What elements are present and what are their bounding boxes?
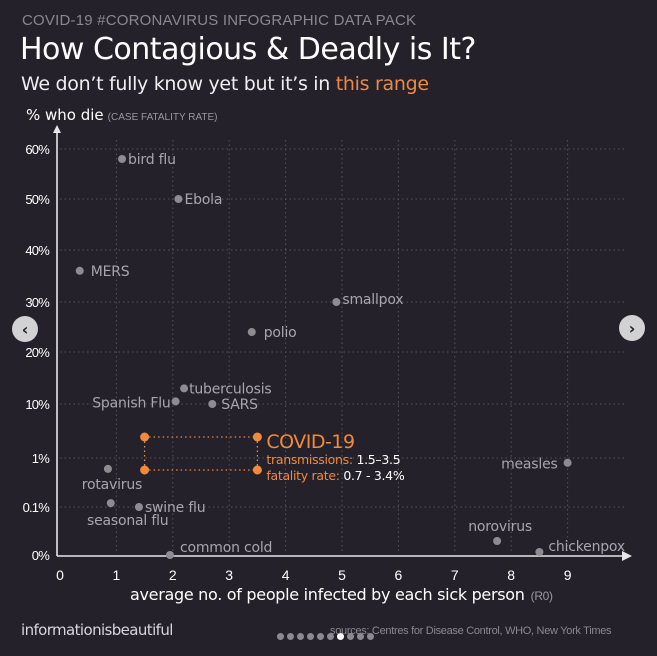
y-tick-label: 40% [25,243,50,258]
subtitle: We don’t fully know yet but it’s in this… [21,73,429,95]
carousel-dot[interactable] [307,633,314,640]
x-tick-label: 1 [113,567,121,583]
data-point-label: swine flu [145,500,205,516]
chevron-left-icon: ‹ [21,319,29,339]
axes [53,125,632,561]
data-point [106,499,115,508]
carousel-dot[interactable] [327,633,334,640]
data-point [247,328,256,336]
y-tick-label: 0.1% [23,500,51,515]
carousel-prev-button[interactable]: ‹ [12,316,38,342]
data-point [208,400,217,408]
x-tick-label: 5 [338,567,346,583]
carousel-indicator [277,633,374,640]
data-point-label: common cold [180,540,272,556]
y-tick-label: 30% [25,295,50,310]
x-axis-arrow-icon [622,551,632,561]
y-tick-label: 60% [25,142,50,157]
kicker-text: COVID-19 #CORONAVIRUS INFOGRAPHIC DATA P… [22,12,417,29]
covid-fatality: fatality rate: 0.7 - 3.4% [266,468,404,483]
carousel-next-button[interactable]: › [619,315,645,341]
chevron-right-icon: › [628,318,636,338]
carousel-dot[interactable] [317,633,324,640]
data-point-label: measles [501,457,558,473]
data-point [174,195,183,203]
page-title: How Contagious & Deadly is It? [20,32,476,67]
x-tick-label: 9 [564,567,572,583]
data-point [165,551,174,559]
data-point [118,155,127,163]
carousel-dot[interactable] [347,633,354,640]
x-axis-title-sub: (R0) [530,589,553,603]
y-tick-label: 0% [32,548,50,563]
y-tick-label: 1% [32,451,50,466]
data-point-label: MERS [91,264,130,280]
data-point [493,537,502,545]
covid-range-point [140,465,150,475]
carousel-dot-active[interactable] [337,633,344,640]
sources-text: sources: Centres for Disease Control, WH… [330,625,612,637]
x-tick-label: 7 [451,567,459,583]
x-tick-label: 2 [169,567,177,583]
data-point [180,384,189,393]
data-point [134,503,143,511]
grid [60,140,625,553]
data-point [171,397,180,406]
x-tick-label: 0 [56,567,64,583]
covid-label: COVID-19 [266,431,354,453]
data-point-label: polio [264,325,297,341]
x-axis-title-main: average no. of people infected by each s… [130,585,525,604]
carousel-dot[interactable] [357,633,364,640]
data-point-label: norovirus [468,519,532,535]
data-points: bird flu Ebola MERS smallpox polio tuberculos… [75,152,625,559]
data-point [75,266,84,275]
carousel-dot[interactable] [277,633,284,640]
covid-fatality-label: fatality rate: [266,468,343,483]
covid-range-point [252,432,262,442]
data-point-label: bird flu [128,152,176,168]
data-point-label: Ebola [184,192,222,208]
data-point-label: SARS [221,397,258,413]
data-point-label: seasonal flu [87,513,168,529]
x-axis-title: average no. of people infected by each s… [130,585,553,604]
y-tick-label: 50% [25,192,50,207]
y-axis-title-main: % who die [26,106,104,124]
x-tick-label: 4 [282,567,290,583]
carousel-dot[interactable] [287,633,294,640]
x-tick-label: 6 [395,567,403,583]
data-point [535,548,544,556]
covid-fatality-value: 0.7 - 3.4% [343,468,405,483]
subtitle-prefix: We don’t fully know yet but it’s in [21,73,336,95]
covid-transmissions: transmissions: 1.5–3.5 [266,452,400,467]
covid-transmissions-value: 1.5–3.5 [356,452,400,467]
covid-range-point [140,432,150,442]
covid-transmissions-label: transmissions: [266,452,356,467]
tick-labels: 0 1 2 3 4 5 6 7 8 9 0% 0.1% 1% 10% 20% 30% 40% 50% 60% [23,142,572,583]
y-axis-title-sub: (CASE FATALITY RATE) [107,112,218,123]
data-point-label: rotavirus [82,477,142,493]
y-axis-arrow-icon [53,125,61,133]
covid-range-point [252,465,262,475]
data-point-label: chickenpox [548,539,625,555]
subtitle-highlight: this range [335,73,429,95]
data-point-label: smallpox [342,292,403,308]
y-tick-label: 10% [25,397,50,412]
data-point [563,458,572,467]
data-point-label: Spanish Flu [92,395,170,411]
brand-logo: informationisbeautiful [21,621,173,639]
carousel-dot[interactable] [367,633,374,640]
data-point-label: tuberculosis [189,381,271,397]
x-tick-label: 3 [225,567,233,583]
x-tick-label: 8 [507,567,515,583]
data-point [332,298,341,306]
y-tick-label: 20% [25,345,50,360]
data-point [103,464,112,473]
carousel-dot[interactable] [297,633,304,640]
y-axis-title: % who die (CASE FATALITY RATE) [26,106,218,124]
